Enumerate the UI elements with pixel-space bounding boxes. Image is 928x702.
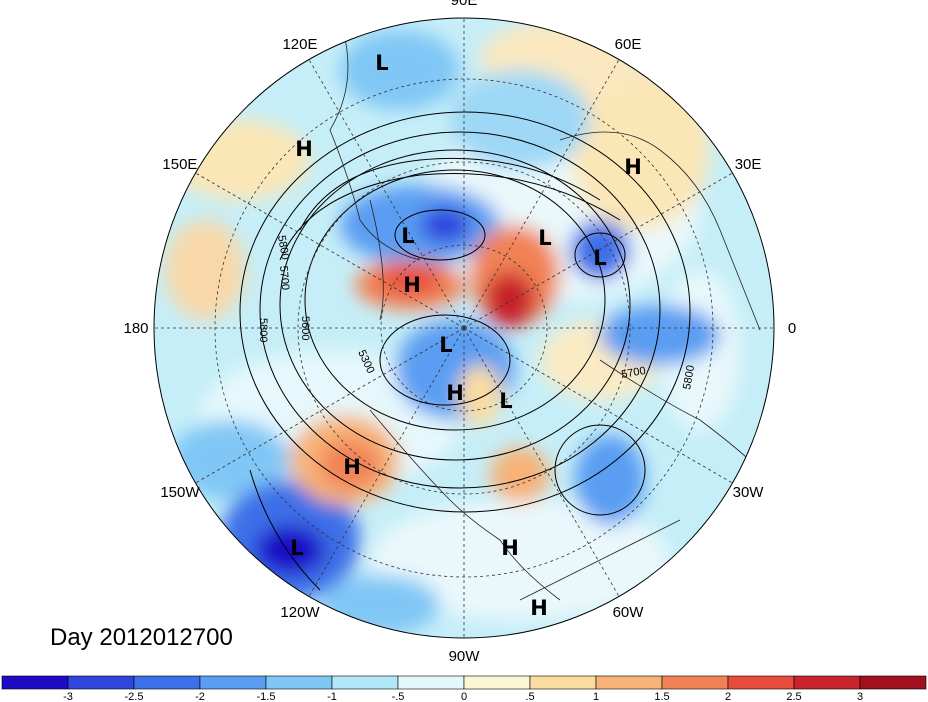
colorbar-tick-label: -2.5 [125,691,144,702]
colorbar-tick-label: -1.5 [257,691,276,702]
pressure-center-label: L [439,333,452,357]
meridian-line [463,327,620,597]
longitude-label: 60E [615,36,642,53]
height-contours [239,111,691,591]
pressure-center-label: H [501,536,519,560]
longitude-label: 60W [613,604,645,621]
colorbar-tick-label: .5 [525,691,534,702]
colorbar-swatch [793,675,861,690]
colorbar-swatch [727,675,795,690]
meridian-line [463,172,733,329]
colorbar-tick-label: 2.5 [786,691,801,702]
colorbar-tick-label: 1.5 [654,691,669,702]
pressure-center-label: H [343,455,361,479]
colorbar-tick-label: -1 [327,691,337,702]
pressure-center-label: H [624,155,642,179]
pressure-center-label: L [538,226,551,250]
longitude-label: 120E [282,36,317,53]
colorbar-tick-label: 1 [593,691,599,702]
colorbar-tick-label: -2 [195,691,205,702]
colorbar-swatch [595,675,663,690]
meridian-line [195,327,465,484]
contour-label: 5600 [299,316,311,340]
colorbar-swatch [265,675,333,690]
meridian-line [308,59,465,329]
map-boundary [153,17,775,639]
colorbar-swatch [331,675,399,690]
longitude-label: 90E [451,0,478,9]
longitude-label: 0 [788,320,796,337]
contour-labels: 5800 5700 5600 5800 5300 5700 5800 [257,234,697,390]
contour-label: 5800 [257,318,269,342]
colorbar-swatch [133,675,201,690]
pressure-centers: L H H L L H L L H L H H L H H L H H [290,51,641,620]
colorbar [1,675,927,690]
colorbar-swatch [661,675,729,690]
coastlines [329,19,761,601]
pressure-center-label: H [530,596,548,620]
colorbar-swatch [397,675,465,690]
graticule [154,18,774,638]
pressure-center-label: L [290,536,303,560]
pressure-center-label: L [593,246,606,270]
contour-label: 5700 [277,265,291,290]
colorbar-swatch [1,675,69,690]
pressure-center-label: L [499,389,512,413]
pressure-center-label: H [446,381,464,405]
longitude-labels: 90E 60E 30E 0 30W 60W 90W 120W 150W 180 150E 120E [123,0,796,665]
longitude-label: 150W [160,484,200,501]
pressure-center-label: H [403,273,421,297]
longitude-label: 30E [735,156,762,173]
meridian-line [308,327,465,597]
longitude-label: 30W [733,484,765,501]
longitude-label: 150E [162,156,197,173]
pressure-center-label: L [401,224,414,248]
contour-label: 5800 [275,234,291,260]
meridian-line [463,59,620,329]
contour-label: 5800 [681,364,697,390]
pressure-center-label: H [295,137,313,161]
colorbar-swatch [463,675,531,690]
colorbar-tick-label: 2 [725,691,731,702]
pressure-center-label: L [375,51,388,75]
longitude-label: 180 [123,320,148,337]
colorbar-swatch [67,675,135,690]
colorbar-tick-label: -3 [63,691,73,702]
meridian-line [463,327,733,484]
colorbar-tick-label: 0 [461,691,467,702]
colorbar-tick-label: 3 [857,691,863,702]
longitude-label: 120W [280,604,320,621]
contour-label: 5700 [620,365,646,381]
colorbar-swatch [199,675,267,690]
map-title: Day 2012012700 [50,624,233,651]
colorbar-ticks: -3 -2.5 -2 -1.5 -1 -.5 0 .5 1 1.5 2 2.5 3 [63,691,863,702]
colorbar-tick-label: -.5 [392,691,405,702]
colorbar-swatch [529,675,597,690]
longitude-label: 90W [449,648,481,665]
meridian-line [195,172,465,329]
colorbar-swatch [859,675,927,690]
